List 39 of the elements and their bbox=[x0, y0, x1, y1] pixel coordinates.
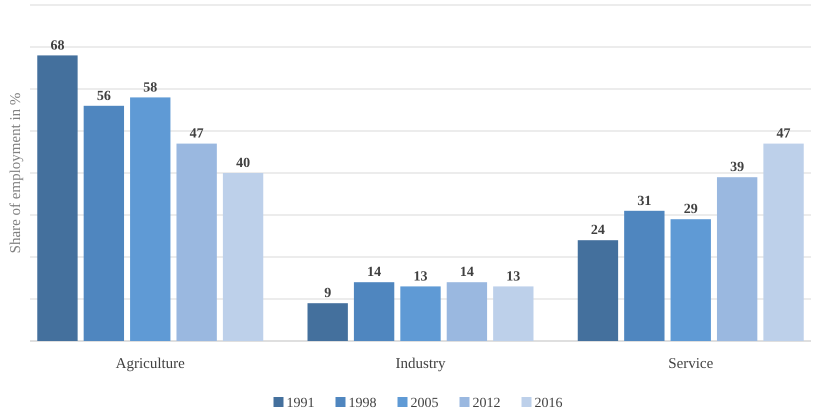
legend-label: 2005 bbox=[410, 396, 438, 411]
data-label: 47 bbox=[776, 126, 791, 142]
legend-label: 2012 bbox=[472, 396, 500, 411]
y-axis-title: Share of employment in % bbox=[8, 92, 24, 254]
bar bbox=[578, 240, 618, 341]
x-tick-label: Service bbox=[668, 356, 714, 372]
data-label: 13 bbox=[506, 269, 520, 284]
bar bbox=[176, 144, 217, 341]
data-label: 14 bbox=[460, 265, 474, 280]
data-label: 39 bbox=[730, 160, 744, 176]
bar bbox=[130, 97, 170, 341]
data-label: 68 bbox=[50, 38, 64, 54]
bar bbox=[716, 177, 758, 341]
bar bbox=[493, 286, 534, 341]
legend-label: 1998 bbox=[348, 396, 376, 411]
legend-label: 2016 bbox=[534, 396, 562, 411]
bar bbox=[763, 144, 804, 341]
bar bbox=[84, 106, 124, 341]
bar bbox=[308, 303, 348, 341]
data-label: 9 bbox=[324, 286, 332, 302]
bar bbox=[670, 219, 711, 341]
bar bbox=[222, 173, 264, 341]
legend-label: 1991 bbox=[286, 396, 314, 411]
x-tick-label: Agriculture bbox=[116, 356, 186, 372]
data-label: 24 bbox=[590, 223, 605, 238]
bar bbox=[400, 286, 441, 341]
bar bbox=[37, 55, 78, 341]
data-label: 13 bbox=[414, 269, 428, 284]
bar bbox=[446, 282, 488, 341]
data-label: 31 bbox=[637, 194, 652, 209]
data-label: 29 bbox=[684, 202, 698, 218]
bar bbox=[354, 282, 394, 341]
bar bbox=[624, 210, 665, 341]
data-label: 58 bbox=[143, 80, 158, 96]
data-label: 14 bbox=[367, 265, 382, 280]
data-label: 56 bbox=[96, 88, 111, 104]
data-label: 47 bbox=[190, 126, 204, 142]
x-tick-label: Industry bbox=[396, 356, 446, 372]
data-label: 40 bbox=[236, 156, 250, 171]
